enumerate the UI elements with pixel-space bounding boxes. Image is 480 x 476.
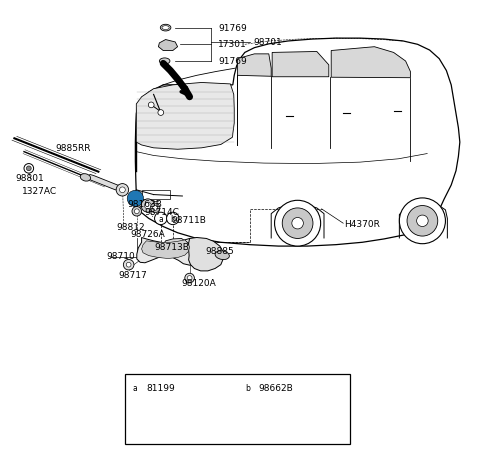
Polygon shape <box>137 238 205 266</box>
Text: 98711B: 98711B <box>172 216 207 224</box>
Polygon shape <box>135 39 460 247</box>
Polygon shape <box>331 48 410 79</box>
Text: 98120A: 98120A <box>181 278 216 287</box>
Text: b: b <box>170 215 175 223</box>
Circle shape <box>282 208 313 239</box>
Circle shape <box>292 218 303 229</box>
Text: 98717: 98717 <box>119 271 147 279</box>
Ellipse shape <box>80 174 91 182</box>
Bar <box>125 375 350 444</box>
Polygon shape <box>86 175 121 190</box>
Bar <box>142 190 170 200</box>
Ellipse shape <box>159 59 170 65</box>
Text: 98801: 98801 <box>15 174 44 182</box>
Circle shape <box>242 382 254 393</box>
Circle shape <box>275 201 321 247</box>
Text: 98885: 98885 <box>205 247 234 256</box>
Polygon shape <box>262 415 276 429</box>
Circle shape <box>132 207 142 217</box>
Text: 98812: 98812 <box>117 222 145 231</box>
Polygon shape <box>272 52 329 78</box>
Text: a: a <box>133 383 138 392</box>
Circle shape <box>167 213 179 225</box>
Text: b: b <box>246 383 251 392</box>
Polygon shape <box>158 40 178 51</box>
Text: 98662B: 98662B <box>259 383 293 392</box>
Text: 17301: 17301 <box>218 40 247 49</box>
Circle shape <box>24 164 34 174</box>
Polygon shape <box>189 238 223 271</box>
Circle shape <box>141 199 155 213</box>
Circle shape <box>155 213 167 225</box>
Text: 98710: 98710 <box>107 252 135 260</box>
Circle shape <box>187 276 192 281</box>
Circle shape <box>116 184 129 197</box>
Circle shape <box>417 216 428 227</box>
Circle shape <box>123 260 134 270</box>
Circle shape <box>130 382 141 393</box>
Text: 98726A: 98726A <box>131 230 165 238</box>
Circle shape <box>132 196 138 202</box>
Text: 81199: 81199 <box>146 383 175 392</box>
Circle shape <box>148 103 154 109</box>
Text: 98713B: 98713B <box>155 242 190 251</box>
Text: 1327AC: 1327AC <box>22 187 57 196</box>
Text: a: a <box>158 215 163 223</box>
Circle shape <box>120 188 125 193</box>
Circle shape <box>129 193 142 205</box>
Text: 91769: 91769 <box>218 24 247 33</box>
Polygon shape <box>163 239 189 253</box>
Circle shape <box>399 198 445 244</box>
Circle shape <box>158 110 164 116</box>
Ellipse shape <box>215 251 229 260</box>
Circle shape <box>150 204 160 213</box>
Circle shape <box>153 206 157 211</box>
Text: H4370R: H4370R <box>344 219 380 228</box>
Ellipse shape <box>162 27 169 30</box>
Polygon shape <box>277 417 282 427</box>
Text: 98701: 98701 <box>253 39 282 47</box>
Text: 98714C: 98714C <box>144 208 179 217</box>
Circle shape <box>185 274 194 283</box>
Polygon shape <box>151 412 173 433</box>
Polygon shape <box>238 55 271 77</box>
Polygon shape <box>136 83 234 150</box>
Text: 9885RR: 9885RR <box>55 144 91 153</box>
Text: 91769: 91769 <box>218 57 247 65</box>
Circle shape <box>126 263 131 268</box>
Circle shape <box>26 167 31 171</box>
Ellipse shape <box>160 25 171 32</box>
Text: 98163B: 98163B <box>127 199 162 208</box>
Polygon shape <box>142 240 190 259</box>
Circle shape <box>134 209 139 214</box>
Circle shape <box>144 203 151 209</box>
Circle shape <box>407 206 438 237</box>
Circle shape <box>127 191 144 207</box>
